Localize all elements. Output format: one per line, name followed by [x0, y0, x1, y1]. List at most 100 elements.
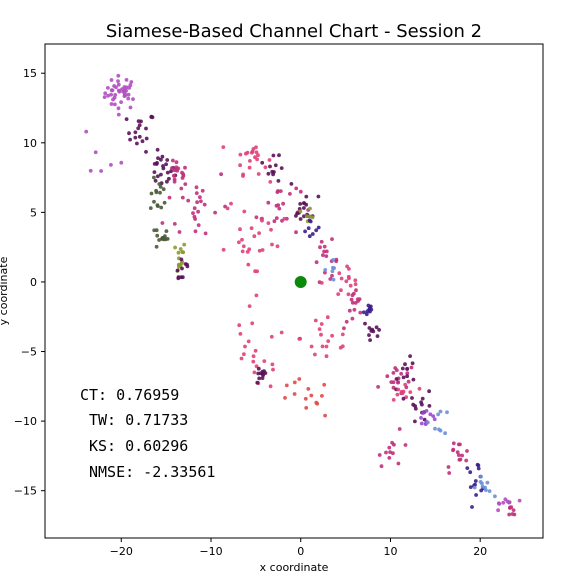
scatter-point-33-10 [464, 458, 469, 463]
scatter-point-27-9 [401, 375, 406, 380]
scatter-point-30-8 [431, 414, 436, 418]
scatter-point-24-8 [255, 380, 260, 385]
y-axis-label: y coordinate [0, 256, 10, 325]
scatter-point-7-1 [179, 257, 184, 262]
scatter-point-17-0 [323, 268, 328, 272]
scatter-point-8-18 [213, 210, 218, 215]
scatter-point-8-11 [160, 221, 165, 225]
scatter-point-11-16 [294, 186, 299, 191]
scatter-point-27-1 [410, 361, 415, 366]
scatter-point-11-2 [266, 200, 271, 205]
scatter-point-16-7 [318, 245, 322, 250]
scatter-point-35-6 [485, 480, 490, 485]
scatter-point-2-7 [160, 154, 165, 159]
scatter-point-4-7 [152, 199, 156, 204]
scatter-point-0-37 [123, 93, 128, 97]
scatter-point-33-7 [456, 453, 461, 457]
scatter-point-36-2 [501, 500, 506, 505]
scatter-point-2-2 [164, 162, 169, 167]
scatter-point-1-9 [133, 135, 138, 140]
scatter-point-30-3 [419, 416, 423, 420]
scatter-point-4-5 [157, 182, 162, 186]
scatter-point-19-2 [349, 297, 354, 302]
scatter-point-3-10 [170, 166, 174, 171]
scatter-point-4-2 [152, 175, 156, 180]
scatter-point-33-2 [447, 471, 452, 475]
scatter-point-19-10 [344, 319, 349, 324]
scatter-point-38-0 [88, 168, 93, 173]
scatter-point-22-0 [324, 354, 329, 359]
scatter-point-33-8 [451, 448, 455, 453]
scatter-point-32-0 [377, 453, 382, 457]
scatter-point-0-24 [106, 86, 110, 90]
scatter-point-11-12 [298, 189, 303, 194]
scatter-point-15-2 [242, 209, 247, 214]
metric-tw: TW: 0.71733 [89, 411, 188, 429]
scatter-point-25-2 [283, 396, 287, 400]
scatter-point-22-3 [297, 337, 302, 341]
scatter-point-23-13 [238, 332, 243, 336]
scatter-point-32-2 [397, 427, 402, 431]
scatter-point-21-7 [374, 325, 379, 330]
scatter-point-0-19 [109, 92, 113, 97]
scatter-point-15-19 [269, 227, 273, 232]
scatter-point-22-12 [320, 344, 325, 349]
scatter-point-18-7 [353, 278, 358, 283]
scatter-point-6-13 [181, 250, 186, 255]
scatter-point-27-0 [408, 354, 412, 358]
scatter-point-9-1 [221, 145, 226, 150]
scatter-point-11-15 [294, 230, 298, 235]
scatter-point-30-6 [428, 412, 433, 417]
scatter-point-9-13 [256, 153, 260, 158]
scatter-point-8-14 [196, 209, 201, 214]
scatter-point-3-6 [180, 170, 184, 175]
scatter-point-9-8 [247, 165, 252, 170]
scatter-point-33-6 [446, 465, 451, 469]
scatter-point-2-8 [153, 178, 158, 183]
scatter-point-15-27 [254, 293, 259, 298]
y-tick-label: −10 [14, 415, 37, 428]
scatter-point-6-3 [178, 247, 183, 251]
scatter-point-21-3 [377, 328, 381, 332]
scatter-point-22-5 [317, 327, 322, 331]
scatter-point-14-2 [310, 232, 315, 236]
scatter-point-0-36 [103, 91, 108, 96]
scatter-point-22-17 [319, 322, 324, 326]
scatter-point-12-14 [294, 214, 298, 218]
scatter-point-8-4 [179, 186, 184, 191]
scatter-point-20-3 [361, 310, 366, 315]
scatter-point-24-11 [260, 371, 265, 376]
scatter-point-21-0 [363, 321, 367, 326]
scatter-point-32-6 [387, 445, 392, 450]
scatter-point-5-11 [163, 234, 167, 239]
scatter-point-26-10 [409, 365, 414, 370]
scatter-point-15-29 [247, 304, 252, 308]
scatter-point-19-6 [350, 293, 355, 298]
scatter-point-5-12 [152, 228, 157, 233]
scatter-point-13-4 [305, 214, 309, 219]
scatter-point-35-9 [480, 484, 485, 489]
scatter-point-0-5 [102, 95, 107, 99]
scatter-point-23-8 [262, 359, 267, 363]
scatter-point-30-2 [432, 417, 437, 422]
scatter-point-33-9 [465, 449, 469, 453]
scatter-point-7-7 [179, 275, 184, 280]
scatter-point-22-7 [313, 352, 317, 357]
y-axis-ticks: −15 −10 −5 0 5 10 15 [14, 67, 45, 498]
scatter-point-33-12 [460, 453, 464, 458]
scatter-point-16-5 [314, 260, 319, 265]
scatter-point-38-1 [119, 160, 124, 165]
scatter-point-11-14 [274, 216, 279, 221]
scatter-point-38-4 [99, 169, 103, 173]
y-tick-label: 0 [30, 276, 37, 289]
scatter-point-8-7 [193, 229, 198, 234]
scatter-point-35-5 [484, 488, 488, 492]
scatter-point-19-12 [357, 297, 362, 301]
scatter-point-29-12 [427, 389, 431, 394]
scatter-point-9-17 [238, 152, 243, 157]
scatter-point-9-7 [238, 163, 243, 168]
scatter-point-16-11 [322, 249, 326, 254]
scatter-point-13-5 [307, 214, 312, 219]
scatter-point-26-9 [396, 380, 400, 385]
scatter-point-10-9 [270, 169, 275, 174]
